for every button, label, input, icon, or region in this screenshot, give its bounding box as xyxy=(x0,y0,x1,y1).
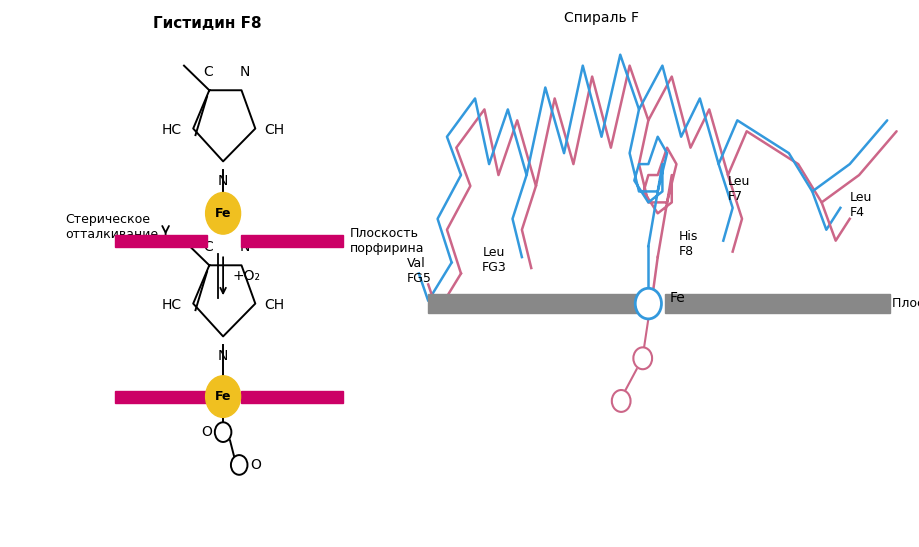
Circle shape xyxy=(214,422,232,442)
Text: N: N xyxy=(218,174,228,188)
Text: Fe: Fe xyxy=(215,390,231,403)
Circle shape xyxy=(611,390,630,412)
Text: Leu
F4: Leu F4 xyxy=(849,191,871,219)
Text: N: N xyxy=(218,349,228,363)
Circle shape xyxy=(632,347,652,369)
Circle shape xyxy=(634,288,661,319)
Text: HC: HC xyxy=(162,123,182,137)
Text: CH: CH xyxy=(265,123,284,137)
Bar xyxy=(664,294,889,313)
Text: His
F8: His F8 xyxy=(678,230,698,258)
Text: Стерическое
отталкивание: Стерическое отталкивание xyxy=(65,213,159,241)
Text: Leu
F7: Leu F7 xyxy=(727,175,750,203)
Text: Спираль F: Спираль F xyxy=(563,11,639,25)
Text: Гистидин F8: Гистидин F8 xyxy=(153,16,261,31)
Text: O: O xyxy=(250,458,260,472)
Text: N: N xyxy=(239,240,250,254)
Text: C: C xyxy=(203,240,212,254)
Bar xyxy=(115,391,207,403)
Bar xyxy=(115,235,207,247)
Text: Leu
FG3: Leu FG3 xyxy=(481,246,505,274)
Text: Плоскость порфирина: Плоскость порфирина xyxy=(891,297,919,310)
Circle shape xyxy=(231,455,247,475)
Text: HC: HC xyxy=(162,298,182,312)
Text: Fe: Fe xyxy=(669,291,685,305)
Text: Val
FG5: Val FG5 xyxy=(407,257,432,285)
Text: +O₂: +O₂ xyxy=(232,269,260,283)
Circle shape xyxy=(206,193,240,234)
Bar xyxy=(241,391,342,403)
Bar xyxy=(427,294,636,313)
Text: Плоскость
порфирина: Плоскость порфирина xyxy=(349,226,424,255)
Text: CH: CH xyxy=(265,298,284,312)
Circle shape xyxy=(206,376,240,417)
Text: Fe: Fe xyxy=(215,207,231,220)
Text: O: O xyxy=(201,425,212,439)
Text: C: C xyxy=(203,65,212,79)
Bar xyxy=(241,235,342,247)
Text: N: N xyxy=(239,65,250,79)
